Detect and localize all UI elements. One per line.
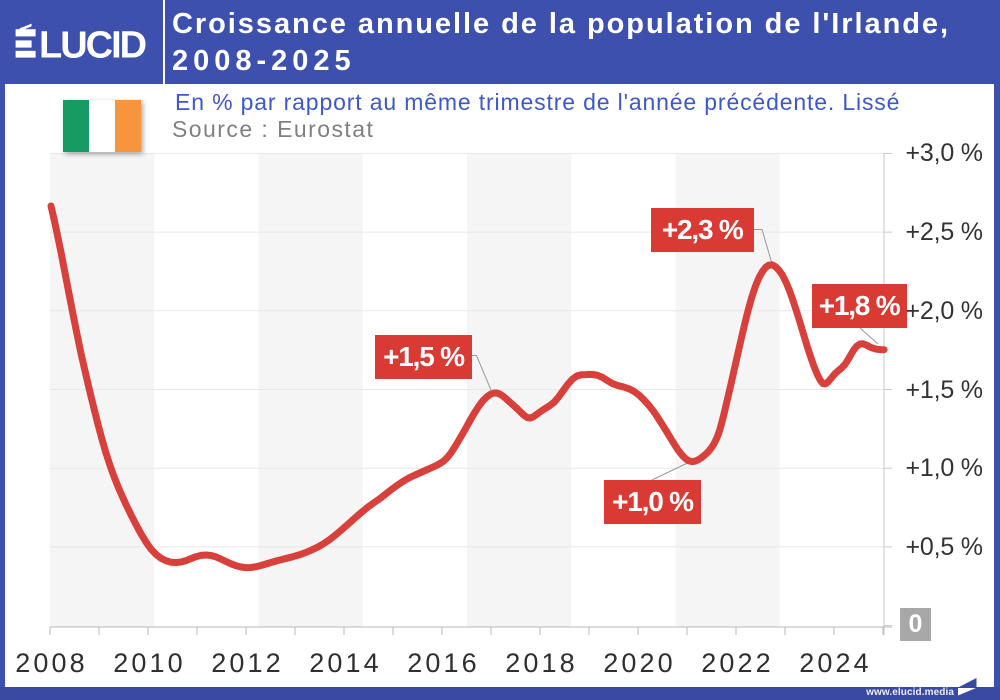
svg-text:LUCID: LUCID [39,25,146,65]
